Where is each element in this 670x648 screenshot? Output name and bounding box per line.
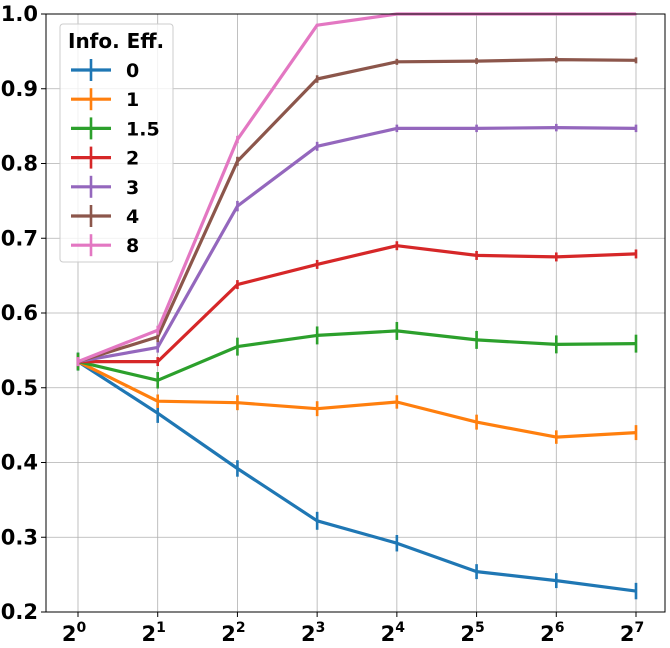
x-tick-base: 2	[221, 622, 236, 646]
legend-label: 3	[126, 177, 139, 199]
y-axis-ticks: 0.2 0.3 0.4 0.5 0.6 0.7 0.8 0.9 1.0	[1, 2, 46, 624]
series-line	[77, 360, 637, 593]
y-tick-label: 0.4	[1, 451, 38, 475]
x-tick-label: 22	[221, 620, 245, 646]
y-tick-label: 0.7	[1, 226, 38, 250]
series-0	[76, 352, 638, 600]
legend-item: 2	[71, 146, 139, 170]
series-line	[77, 125, 637, 364]
x-tick-exponent: 7	[634, 620, 644, 636]
x-tick-base: 2	[142, 622, 157, 646]
legend-label: 1	[126, 89, 139, 111]
legend-label: 4	[126, 206, 139, 228]
x-tick-label: 27	[620, 620, 644, 646]
x-tick-base: 2	[460, 622, 475, 646]
y-tick-label: 0.5	[1, 376, 38, 400]
series-line	[78, 244, 637, 364]
x-tick-base: 2	[540, 622, 555, 646]
legend-label: 0	[126, 60, 139, 82]
x-tick-base: 2	[381, 622, 396, 646]
legend-title: Info. Eff.	[68, 29, 164, 53]
y-tick-label: 0.3	[1, 525, 38, 549]
x-tick-exponent: 4	[395, 620, 405, 636]
legend-item: 1.5	[71, 117, 160, 140]
legend-box	[59, 23, 174, 263]
y-tick-label: 0.8	[1, 152, 38, 176]
x-axis-ticks: 20 21 22 23 24 25 26 27	[62, 612, 644, 646]
series-1	[76, 354, 638, 444]
legend-item: 8	[71, 234, 139, 257]
y-tick-label: 0.6	[1, 301, 38, 325]
legend-item: 0	[71, 59, 139, 82]
legend-item: 3	[71, 175, 139, 199]
y-tick-label: 0.9	[1, 77, 38, 101]
series-line	[77, 360, 637, 439]
y-tick-label: 1.0	[1, 2, 38, 26]
series-3	[76, 123, 638, 367]
x-tick-exponent: 2	[236, 620, 246, 636]
x-tick-exponent: 5	[475, 620, 485, 636]
x-tick-base: 2	[620, 622, 635, 646]
legend-label: 2	[126, 148, 139, 170]
legend-label: 8	[126, 235, 139, 257]
legend-item: 1	[71, 88, 139, 111]
x-tick-exponent: 6	[555, 620, 565, 636]
x-tick-label: 23	[301, 620, 325, 646]
x-tick-exponent: 1	[156, 620, 166, 636]
series-line	[77, 329, 637, 382]
x-tick-label: 26	[540, 620, 564, 646]
legend-label: 1.5	[126, 118, 160, 140]
legend: Info. Eff. 0 1 1.5 2 3 4 8	[59, 23, 174, 263]
x-tick-label: 25	[460, 620, 484, 646]
y-tick-label: 0.2	[1, 600, 38, 624]
legend-item: 4	[71, 205, 139, 228]
x-tick-label: 20	[62, 620, 87, 646]
x-tick-exponent: 3	[316, 620, 326, 636]
x-tick-label: 24	[381, 620, 406, 646]
x-tick-base: 2	[301, 622, 316, 646]
x-tick-exponent: 0	[76, 620, 86, 636]
x-tick-base: 2	[62, 622, 77, 646]
series-line	[77, 57, 637, 364]
series-lines	[76, 12, 638, 600]
x-tick-label: 21	[142, 620, 166, 646]
